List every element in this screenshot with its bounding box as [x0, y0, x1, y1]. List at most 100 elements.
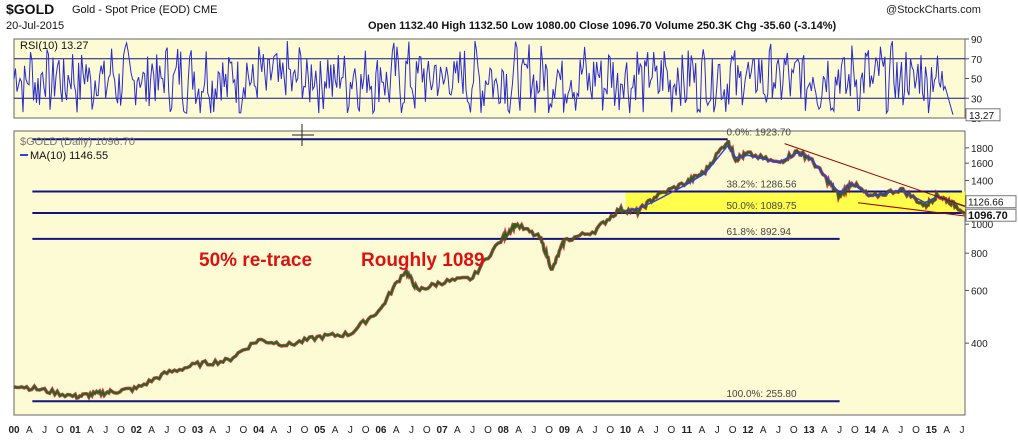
x-axis-label: O: [668, 425, 676, 436]
x-axis-label: A: [943, 425, 950, 436]
x-axis-label: J: [348, 425, 353, 436]
description-label: Gold - Spot Price (EOD) CME: [72, 4, 218, 16]
x-axis-label: J: [103, 425, 108, 436]
retrace-annotation: 50% re-trace: [199, 250, 313, 271]
x-axis-label: 06: [375, 425, 387, 436]
fib-label: 50.0%: 1089.75: [726, 201, 796, 212]
x-axis-label: J: [898, 425, 903, 436]
roughly-annotation: Roughly 1089: [361, 250, 485, 271]
price-right-label: 1126.66: [968, 198, 1004, 209]
x-axis-label: 05: [314, 425, 326, 436]
x-axis-label: A: [882, 425, 889, 436]
price-tick-label: 1400: [971, 177, 994, 188]
x-axis-label: J: [470, 425, 475, 436]
x-axis-label: J: [226, 425, 231, 436]
x-axis-label: 08: [498, 425, 510, 436]
x-axis-label: A: [209, 425, 216, 436]
x-axis-label: O: [56, 425, 64, 436]
rsi-title: RSI(10) 13.27: [20, 40, 88, 52]
rsi-tick-label: 90: [971, 35, 983, 46]
x-axis-label: 11: [681, 425, 692, 436]
x-axis-label: A: [638, 425, 645, 436]
x-axis-label: 01: [70, 425, 82, 436]
x-axis-label: A: [576, 425, 583, 436]
price-right-label: 1096.70: [968, 210, 1008, 222]
x-axis-label: J: [592, 425, 597, 436]
price-tick-label: 1600: [971, 159, 994, 170]
rsi-tick-label: 50: [971, 75, 983, 86]
x-axis-label: A: [148, 425, 155, 436]
rsi-tick-label: 30: [971, 94, 983, 105]
x-axis-label: J: [531, 425, 536, 436]
date-label: 20-Jul-2015: [6, 20, 65, 32]
price-tick-label: 400: [971, 339, 988, 350]
price-tick-label: 1000: [971, 220, 994, 231]
x-axis-label: A: [393, 425, 400, 436]
x-axis-label: A: [271, 425, 278, 436]
x-axis-label: J: [409, 425, 414, 436]
fib-highlight-band: [625, 191, 965, 214]
x-axis-label: O: [790, 425, 798, 436]
price-tick-label: 800: [971, 249, 988, 260]
x-axis-label: O: [606, 425, 614, 436]
x-axis-label: O: [117, 425, 125, 436]
x-axis-label: 07: [437, 425, 449, 436]
x-axis-label: J: [287, 425, 292, 436]
x-axis-label: J: [959, 425, 964, 436]
symbol-label: $GOLD: [6, 1, 55, 17]
legend-price: $GOLD (Daily) 1096.70: [20, 136, 135, 148]
x-axis-label: O: [362, 425, 370, 436]
fib-label: 38.2%: 1286.56: [726, 179, 796, 190]
x-axis-label: A: [699, 425, 706, 436]
fib-label: 0.0%: 1923.70: [726, 127, 791, 138]
x-axis-label: 14: [865, 425, 877, 436]
x-axis-label: 04: [253, 425, 265, 436]
x-axis-label: A: [26, 425, 33, 436]
x-axis-label: O: [912, 425, 920, 436]
x-axis-label: A: [515, 425, 522, 436]
fib-label: 61.8%: 892.94: [726, 227, 791, 238]
x-axis-label: J: [42, 425, 47, 436]
fib-label: 100.0%: 255.80: [726, 389, 796, 400]
x-axis-label: O: [484, 425, 492, 436]
downtrend-line: [784, 143, 966, 207]
x-axis-label: J: [715, 425, 720, 436]
x-axis-label: 03: [192, 425, 204, 436]
x-axis-label: J: [654, 425, 659, 436]
x-axis-label: A: [821, 425, 828, 436]
x-axis-label: O: [545, 425, 553, 436]
x-axis-label: O: [239, 425, 247, 436]
ohlc-label: Open 1132.40 High 1132.50 Low 1080.00 Cl…: [368, 20, 837, 32]
x-axis-label: A: [454, 425, 461, 436]
ma-series-line: [625, 144, 966, 212]
price-right-box: [965, 195, 1017, 209]
x-axis-label: 15: [926, 425, 938, 436]
support-line: [857, 202, 966, 217]
x-axis-label: 12: [742, 425, 754, 436]
x-axis-label: O: [851, 425, 859, 436]
rsi-last-box: [965, 108, 1001, 122]
x-axis-label: 02: [131, 425, 143, 436]
price-panel: [13, 130, 966, 416]
x-axis-label: O: [301, 425, 309, 436]
rsi-series-line: [13, 40, 954, 115]
x-axis-label: A: [332, 425, 339, 436]
rsi-last-label: 13.27: [969, 111, 994, 122]
x-axis-label: O: [423, 425, 431, 436]
price-right-box: [965, 208, 1017, 222]
x-axis-label: O: [729, 425, 737, 436]
x-axis-label: 10: [620, 425, 632, 436]
x-axis-label: J: [776, 425, 781, 436]
price-tick-label: 1800: [971, 144, 994, 155]
x-axis-label: 09: [559, 425, 571, 436]
rsi-tick-label: 70: [971, 55, 983, 66]
x-axis-label: 00: [8, 425, 20, 436]
legend-ma: MA(10) 1146.55: [30, 150, 108, 162]
x-axis-label: A: [87, 425, 94, 436]
x-axis-label: 13: [803, 425, 815, 436]
x-axis-label: O: [178, 425, 186, 436]
x-axis-label: A: [760, 425, 767, 436]
x-axis-label: J: [164, 425, 169, 436]
